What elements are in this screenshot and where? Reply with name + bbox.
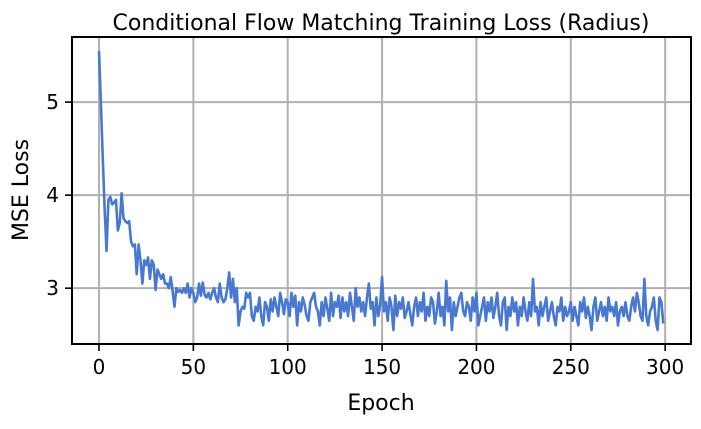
x-tick-label: 100 xyxy=(269,355,307,379)
loss-line xyxy=(97,50,665,332)
x-tick-label: 300 xyxy=(646,355,684,379)
x-tick-label: 200 xyxy=(457,355,495,379)
y-tick-label: 4 xyxy=(46,183,59,207)
x-tick-label: 50 xyxy=(181,355,206,379)
x-tick-label: 0 xyxy=(93,355,106,379)
y-tick-label: 3 xyxy=(46,276,59,300)
plot-frame xyxy=(71,36,692,345)
grid xyxy=(72,37,691,344)
chart-title: Conditional Flow Matching Training Loss … xyxy=(113,11,650,36)
x-tick-label: 150 xyxy=(363,355,401,379)
x-axis-label: Epoch xyxy=(347,391,414,416)
x-tick-label: 250 xyxy=(552,355,590,379)
y-axis-label: MSE Loss xyxy=(9,139,34,241)
y-axis: 3 4 5 xyxy=(46,90,72,300)
y-tick-label: 5 xyxy=(46,90,59,114)
x-axis: 0 50 100 150 200 250 300 xyxy=(93,344,684,379)
